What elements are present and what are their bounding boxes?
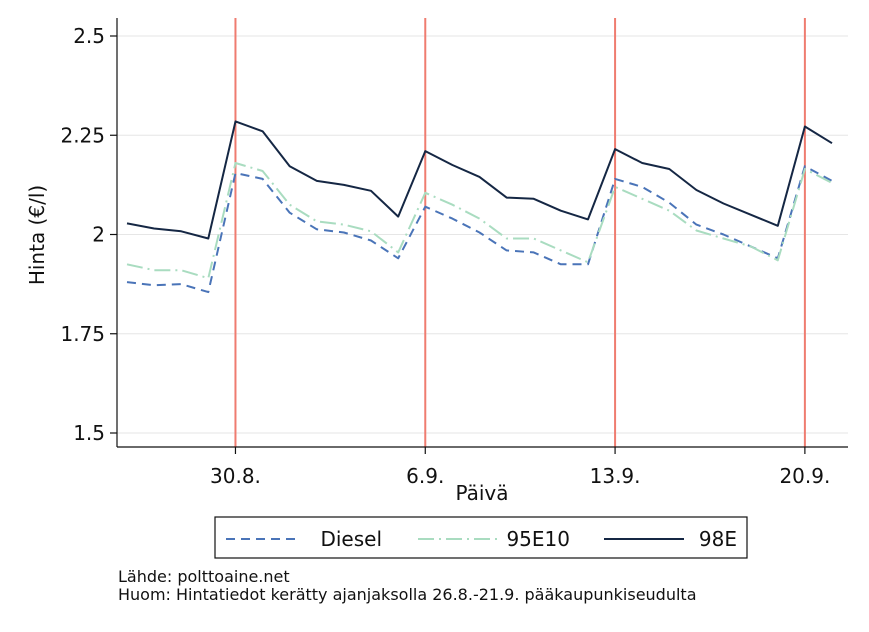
- y-tick-label: 2.25: [60, 123, 105, 147]
- legend-box: [214, 516, 748, 559]
- x-ticks: 30.8. 6.9. 13.9. 20.9.: [210, 447, 830, 488]
- x-tick-label: 13.9.: [590, 464, 641, 488]
- y-tick-label: 2.5: [73, 24, 105, 48]
- line-chart: 1.5 1.75 2 2.25 2.5 30.8. 6.9. 13.9. 20.9. Päiv…: [25, 18, 848, 559]
- legend: Diesel 95E10 98E: [214, 516, 748, 559]
- y-tick-label: 1.75: [60, 322, 105, 346]
- legend-label: 98E: [699, 527, 737, 551]
- legend-label: 95E10: [506, 527, 570, 551]
- y-tick-label: 2: [92, 223, 105, 247]
- x-tick-label: 6.9.: [406, 464, 444, 488]
- y-tick-label: 1.5: [73, 421, 105, 445]
- y-ticks: 1.5 1.75 2 2.25 2.5: [60, 24, 117, 445]
- y-axis-title: Hinta (€/l): [25, 185, 49, 285]
- x-tick-label: 30.8.: [210, 464, 261, 488]
- series-diesel-line: [126, 165, 833, 294]
- series-98e-line: [126, 120, 833, 240]
- axes: [116, 18, 848, 448]
- series-95e10-line: [126, 162, 833, 280]
- source-note: Lähde: polttoaine.net: [118, 567, 290, 586]
- reference-lines: [234, 18, 806, 447]
- x-axis-title: Päivä: [455, 481, 508, 505]
- x-tick-label: 20.9.: [779, 464, 830, 488]
- series-lines: [126, 120, 833, 294]
- legend-label: Diesel: [320, 527, 382, 551]
- chart-notes: Lähde: polttoaine.net Huom: Hintatiedot …: [118, 568, 697, 604]
- remark-note: Huom: Hintatiedot kerätty ajanjaksolla 2…: [118, 585, 697, 604]
